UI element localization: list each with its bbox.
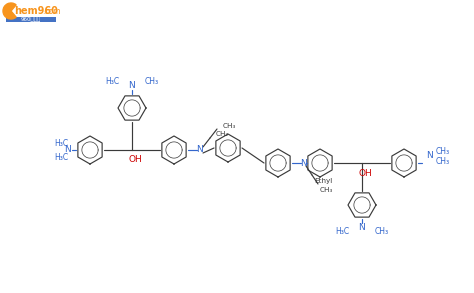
Text: N: N <box>64 146 71 154</box>
Text: N: N <box>128 81 136 89</box>
Text: H₃C: H₃C <box>54 152 68 161</box>
Text: CH₃: CH₃ <box>223 123 237 129</box>
Text: 960化工网: 960化工网 <box>21 17 41 22</box>
Text: N: N <box>359 224 365 233</box>
Text: N: N <box>197 146 203 154</box>
Text: H₃C: H₃C <box>54 139 68 147</box>
Text: Ethyl: Ethyl <box>314 178 332 184</box>
Text: N: N <box>426 151 433 161</box>
Text: CH₃: CH₃ <box>436 146 450 156</box>
Wedge shape <box>3 3 16 19</box>
Text: H₃C: H₃C <box>105 78 119 86</box>
Text: CH₃: CH₃ <box>145 78 159 86</box>
Text: CH₃: CH₃ <box>320 187 333 193</box>
Text: CH₃: CH₃ <box>375 226 389 236</box>
Text: CH₂: CH₂ <box>216 131 229 137</box>
Text: hem960: hem960 <box>14 6 58 16</box>
Text: H₃C: H₃C <box>335 226 349 236</box>
Text: N: N <box>301 159 307 168</box>
Text: OH: OH <box>128 156 142 164</box>
Text: OH: OH <box>358 168 372 178</box>
FancyBboxPatch shape <box>6 17 56 22</box>
Text: CH₃: CH₃ <box>436 156 450 166</box>
Text: .com: .com <box>42 6 61 16</box>
